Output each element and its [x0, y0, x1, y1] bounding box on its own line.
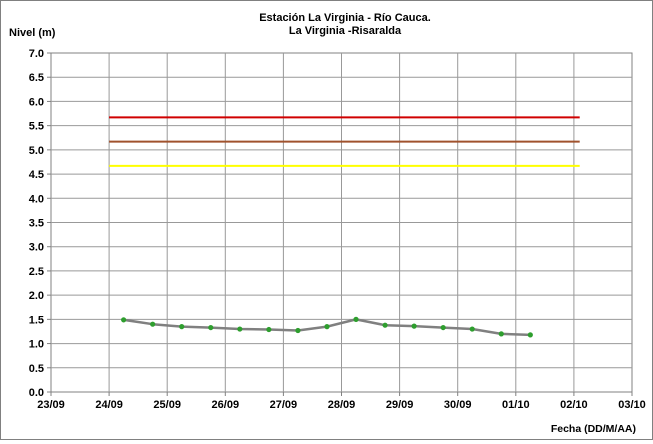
x-tick-label: 29/09 [386, 399, 414, 411]
level-data-point [121, 317, 127, 323]
level-data-point [150, 321, 156, 327]
level-data-point [527, 332, 533, 338]
x-tick-label: 02/10 [560, 399, 588, 411]
y-tick-label: 5.0 [29, 145, 44, 157]
x-tick-label: 23/09 [37, 399, 65, 411]
x-tick-label: 25/09 [153, 399, 181, 411]
level-data-point [324, 324, 330, 330]
y-tick-label: 7.0 [29, 48, 44, 60]
level-data-point [469, 326, 475, 332]
level-data-point [498, 331, 504, 337]
level-data-point [295, 327, 301, 334]
chart-title: Estación La Virginia - Río Cauca. [259, 12, 431, 24]
x-tick-label: 01/10 [502, 399, 530, 411]
x-tick-label: 28/09 [328, 399, 356, 411]
y-tick-label: 3.0 [29, 242, 44, 254]
level-data-point [440, 324, 446, 331]
x-tick-label: 30/09 [444, 399, 472, 411]
y-tick-label: 2.5 [29, 266, 44, 278]
x-axis-label: Fecha (DD/M/AA) [551, 423, 636, 435]
y-tick-label: 4.5 [29, 169, 44, 181]
y-tick-label: 0.0 [29, 387, 44, 399]
x-tick-label: 24/09 [95, 399, 123, 411]
level-data-point [179, 324, 185, 330]
y-tick-label: 1.0 [29, 339, 44, 351]
level-data-point [353, 316, 359, 322]
y-tick-label: 3.5 [29, 218, 44, 230]
y-tick-label: 6.5 [29, 72, 44, 84]
x-tick-label: 03/10 [618, 399, 646, 411]
y-tick-label: 6.0 [29, 96, 44, 108]
y-tick-label: 1.5 [29, 314, 44, 326]
level-data-point [382, 322, 388, 328]
level-data-point [237, 326, 243, 332]
level-data-point [411, 323, 417, 329]
x-tick-label: 26/09 [212, 399, 240, 411]
x-tick-label: 27/09 [270, 399, 298, 411]
chart-subtitle: La Virginia -Risaralda [289, 25, 402, 37]
level-data-point [266, 326, 272, 333]
level-data-point [208, 324, 214, 331]
y-tick-label: 2.0 [29, 290, 44, 302]
y-tick-label: 0.5 [29, 363, 44, 375]
y-tick-label: 4.0 [29, 193, 44, 205]
y-axis-label: Nivel (m) [9, 27, 56, 39]
y-tick-label: 5.5 [29, 121, 44, 133]
